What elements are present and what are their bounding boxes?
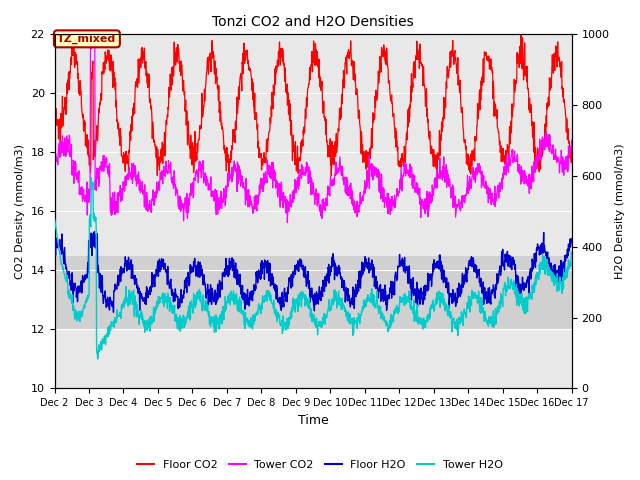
X-axis label: Time: Time — [298, 414, 328, 427]
Text: TZ_mixed: TZ_mixed — [58, 34, 116, 44]
Title: Tonzi CO2 and H2O Densities: Tonzi CO2 and H2O Densities — [212, 15, 414, 29]
Y-axis label: CO2 Density (mmol/m3): CO2 Density (mmol/m3) — [15, 144, 25, 279]
Legend: Floor CO2, Tower CO2, Floor H2O, Tower H2O: Floor CO2, Tower CO2, Floor H2O, Tower H… — [133, 456, 507, 474]
Y-axis label: H2O Density (mmol/m3): H2O Density (mmol/m3) — [615, 144, 625, 279]
Bar — [54, 255, 572, 329]
